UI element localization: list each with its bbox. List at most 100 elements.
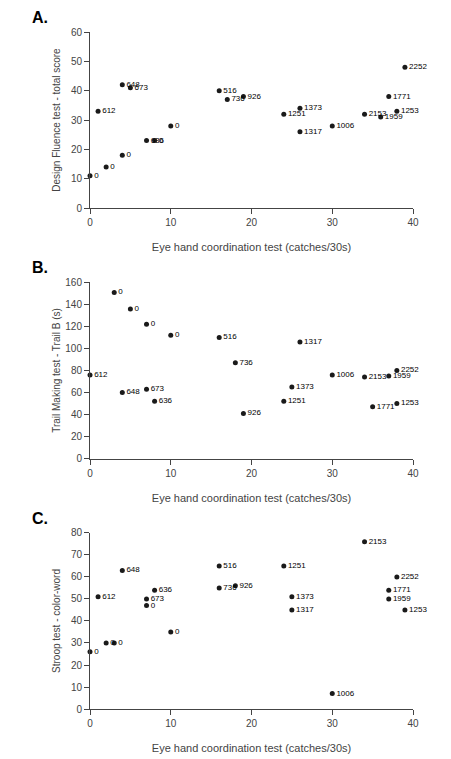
svg-text:1253: 1253	[409, 605, 427, 614]
svg-text:736: 736	[231, 94, 245, 103]
svg-text:160: 160	[65, 277, 82, 288]
svg-text:1317: 1317	[304, 127, 322, 136]
svg-text:1771: 1771	[393, 585, 411, 594]
svg-text:70: 70	[71, 549, 83, 560]
svg-text:0: 0	[118, 287, 123, 296]
svg-text:1006: 1006	[336, 121, 354, 130]
svg-text:30: 30	[327, 217, 339, 228]
svg-text:0: 0	[118, 638, 123, 647]
svg-text:40: 40	[71, 409, 83, 420]
svg-text:0: 0	[151, 319, 156, 328]
svg-text:1317: 1317	[304, 337, 322, 346]
svg-text:50: 50	[71, 56, 83, 67]
svg-text:516: 516	[223, 86, 237, 95]
svg-text:30: 30	[71, 115, 83, 126]
svg-text:648: 648	[126, 565, 140, 574]
svg-text:736: 736	[223, 583, 237, 592]
svg-text:10: 10	[165, 217, 177, 228]
svg-text:50: 50	[71, 593, 83, 604]
svg-text:1373: 1373	[304, 103, 322, 112]
svg-text:1959: 1959	[393, 371, 411, 380]
svg-text:40: 40	[71, 85, 83, 96]
svg-text:1006: 1006	[336, 370, 354, 379]
svg-text:20: 20	[71, 431, 83, 442]
svg-text:516: 516	[223, 561, 237, 570]
svg-text:40: 40	[71, 615, 83, 626]
svg-text:120: 120	[65, 321, 82, 332]
svg-text:1253: 1253	[401, 399, 419, 408]
svg-text:1006: 1006	[336, 689, 354, 698]
svg-text:10: 10	[71, 682, 83, 693]
svg-text:A.: A.	[32, 9, 48, 26]
svg-text:1959: 1959	[393, 594, 411, 603]
svg-text:20: 20	[246, 718, 258, 729]
svg-text:2252: 2252	[401, 572, 419, 581]
svg-text:0: 0	[135, 304, 140, 313]
svg-text:1373: 1373	[296, 382, 314, 391]
svg-text:30: 30	[327, 468, 339, 479]
svg-text:612: 612	[102, 592, 116, 601]
svg-text:40: 40	[407, 217, 419, 228]
svg-text:2153: 2153	[369, 109, 387, 118]
svg-text:612: 612	[102, 106, 116, 115]
svg-text:516: 516	[223, 333, 237, 342]
svg-text:40: 40	[407, 468, 419, 479]
svg-text:636: 636	[159, 585, 173, 594]
svg-text:Eye hand coordination test (ca: Eye hand coordination test (catches/30s)	[152, 742, 351, 754]
svg-text:0: 0	[126, 150, 131, 159]
svg-text:140: 140	[65, 299, 82, 310]
svg-text:1317: 1317	[296, 605, 314, 614]
svg-text:0: 0	[87, 718, 93, 729]
svg-text:1253: 1253	[401, 106, 419, 115]
svg-text:Stroop test - color-word: Stroop test - color-word	[51, 569, 62, 673]
svg-text:0: 0	[175, 627, 180, 636]
svg-text:673: 673	[151, 594, 165, 603]
svg-text:60: 60	[71, 387, 83, 398]
svg-text:1251: 1251	[288, 396, 306, 405]
svg-text:2153: 2153	[369, 537, 387, 546]
svg-text:1251: 1251	[288, 561, 306, 570]
svg-text:1771: 1771	[393, 92, 411, 101]
svg-text:0: 0	[110, 162, 115, 171]
svg-text:926: 926	[239, 581, 253, 590]
svg-text:0: 0	[87, 468, 93, 479]
svg-text:2153: 2153	[369, 372, 387, 381]
svg-text:10: 10	[71, 173, 83, 184]
svg-text:0: 0	[76, 704, 82, 715]
svg-text:673: 673	[151, 384, 165, 393]
svg-text:60: 60	[71, 27, 83, 38]
svg-text:60: 60	[71, 571, 83, 582]
svg-text:20: 20	[71, 144, 83, 155]
svg-text:0: 0	[94, 647, 99, 656]
svg-text:673: 673	[135, 83, 149, 92]
svg-text:1373: 1373	[296, 592, 314, 601]
svg-text:0: 0	[151, 601, 156, 610]
svg-text:0: 0	[94, 171, 99, 180]
svg-text:636: 636	[151, 136, 165, 145]
svg-text:2252: 2252	[401, 366, 419, 375]
svg-text:20: 20	[246, 468, 258, 479]
svg-text:636: 636	[159, 396, 173, 405]
svg-text:10: 10	[165, 718, 177, 729]
svg-text:0: 0	[110, 638, 115, 647]
svg-text:Trail Making test - Trail B (s: Trail Making test - Trail B (s)	[51, 308, 62, 433]
svg-text:20: 20	[246, 217, 258, 228]
svg-text:0: 0	[175, 121, 180, 130]
svg-text:Design Fluence test - total sc: Design Fluence test - total score	[51, 48, 62, 192]
svg-text:926: 926	[248, 92, 262, 101]
svg-text:10: 10	[165, 468, 177, 479]
svg-text:0: 0	[87, 217, 93, 228]
svg-text:648: 648	[126, 80, 140, 89]
svg-text:Eye hand coordination test (ca: Eye hand coordination test (catches/30s)	[152, 492, 351, 504]
svg-text:612: 612	[94, 370, 108, 379]
svg-text:40: 40	[407, 718, 419, 729]
svg-text:648: 648	[126, 388, 140, 397]
svg-text:0: 0	[175, 330, 180, 339]
svg-text:C.: C.	[32, 510, 48, 527]
svg-text:926: 926	[248, 408, 262, 417]
svg-text:0: 0	[76, 203, 82, 214]
svg-text:0: 0	[159, 136, 164, 145]
svg-text:736: 736	[239, 358, 253, 367]
svg-text:20: 20	[71, 660, 83, 671]
svg-text:1251: 1251	[288, 109, 306, 118]
